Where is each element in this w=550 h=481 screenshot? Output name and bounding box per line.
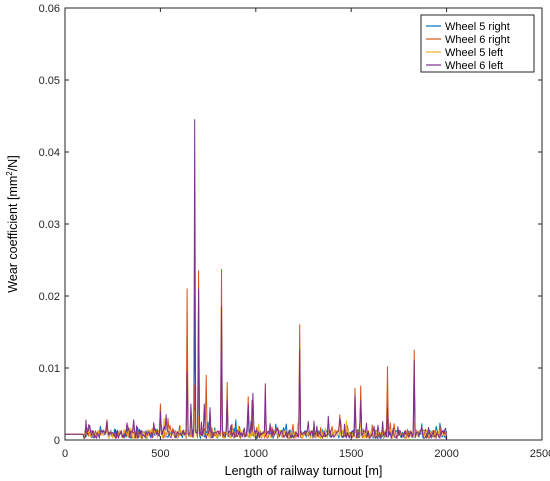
y-axis-title-main: Wear coefficient [mm (6, 176, 20, 293)
plot-area-background (65, 8, 542, 440)
legend-label: Wheel 6 left (445, 60, 503, 72)
y-axis-title-superscript: 2 (5, 171, 14, 176)
legend-label: Wheel 5 left (445, 47, 503, 59)
y-tick-label: 0.02 (39, 291, 60, 303)
x-tick-label: 0 (62, 448, 68, 460)
y-axis-title: Wear coefficient [mm2/N] (5, 155, 20, 292)
x-tick-label: 500 (151, 448, 169, 460)
series-line-wheel-6-left (65, 119, 448, 439)
y-tick-label: 0.03 (39, 219, 60, 231)
y-tick-label: 0 (54, 435, 60, 447)
legend-label: Wheel 5 right (445, 21, 510, 33)
x-axis-title: Length of railway turnout [m] (225, 464, 383, 478)
y-axis: 0 0.01 0.02 0.03 0.04 0.05 0.06 (39, 3, 542, 447)
x-tick-label: 1500 (339, 448, 363, 460)
y-tick-label: 0.06 (39, 3, 60, 15)
y-tick-label: 0.04 (39, 147, 60, 159)
y-tick-label: 0.05 (39, 75, 60, 87)
legend-label: Wheel 6 right (445, 34, 510, 46)
x-tick-label: 2000 (434, 448, 458, 460)
y-axis-title-tail: /N] (6, 155, 20, 171)
legend-box (420, 14, 535, 73)
x-tick-label: 1000 (244, 448, 268, 460)
y-tick-label: 0.01 (39, 363, 60, 375)
